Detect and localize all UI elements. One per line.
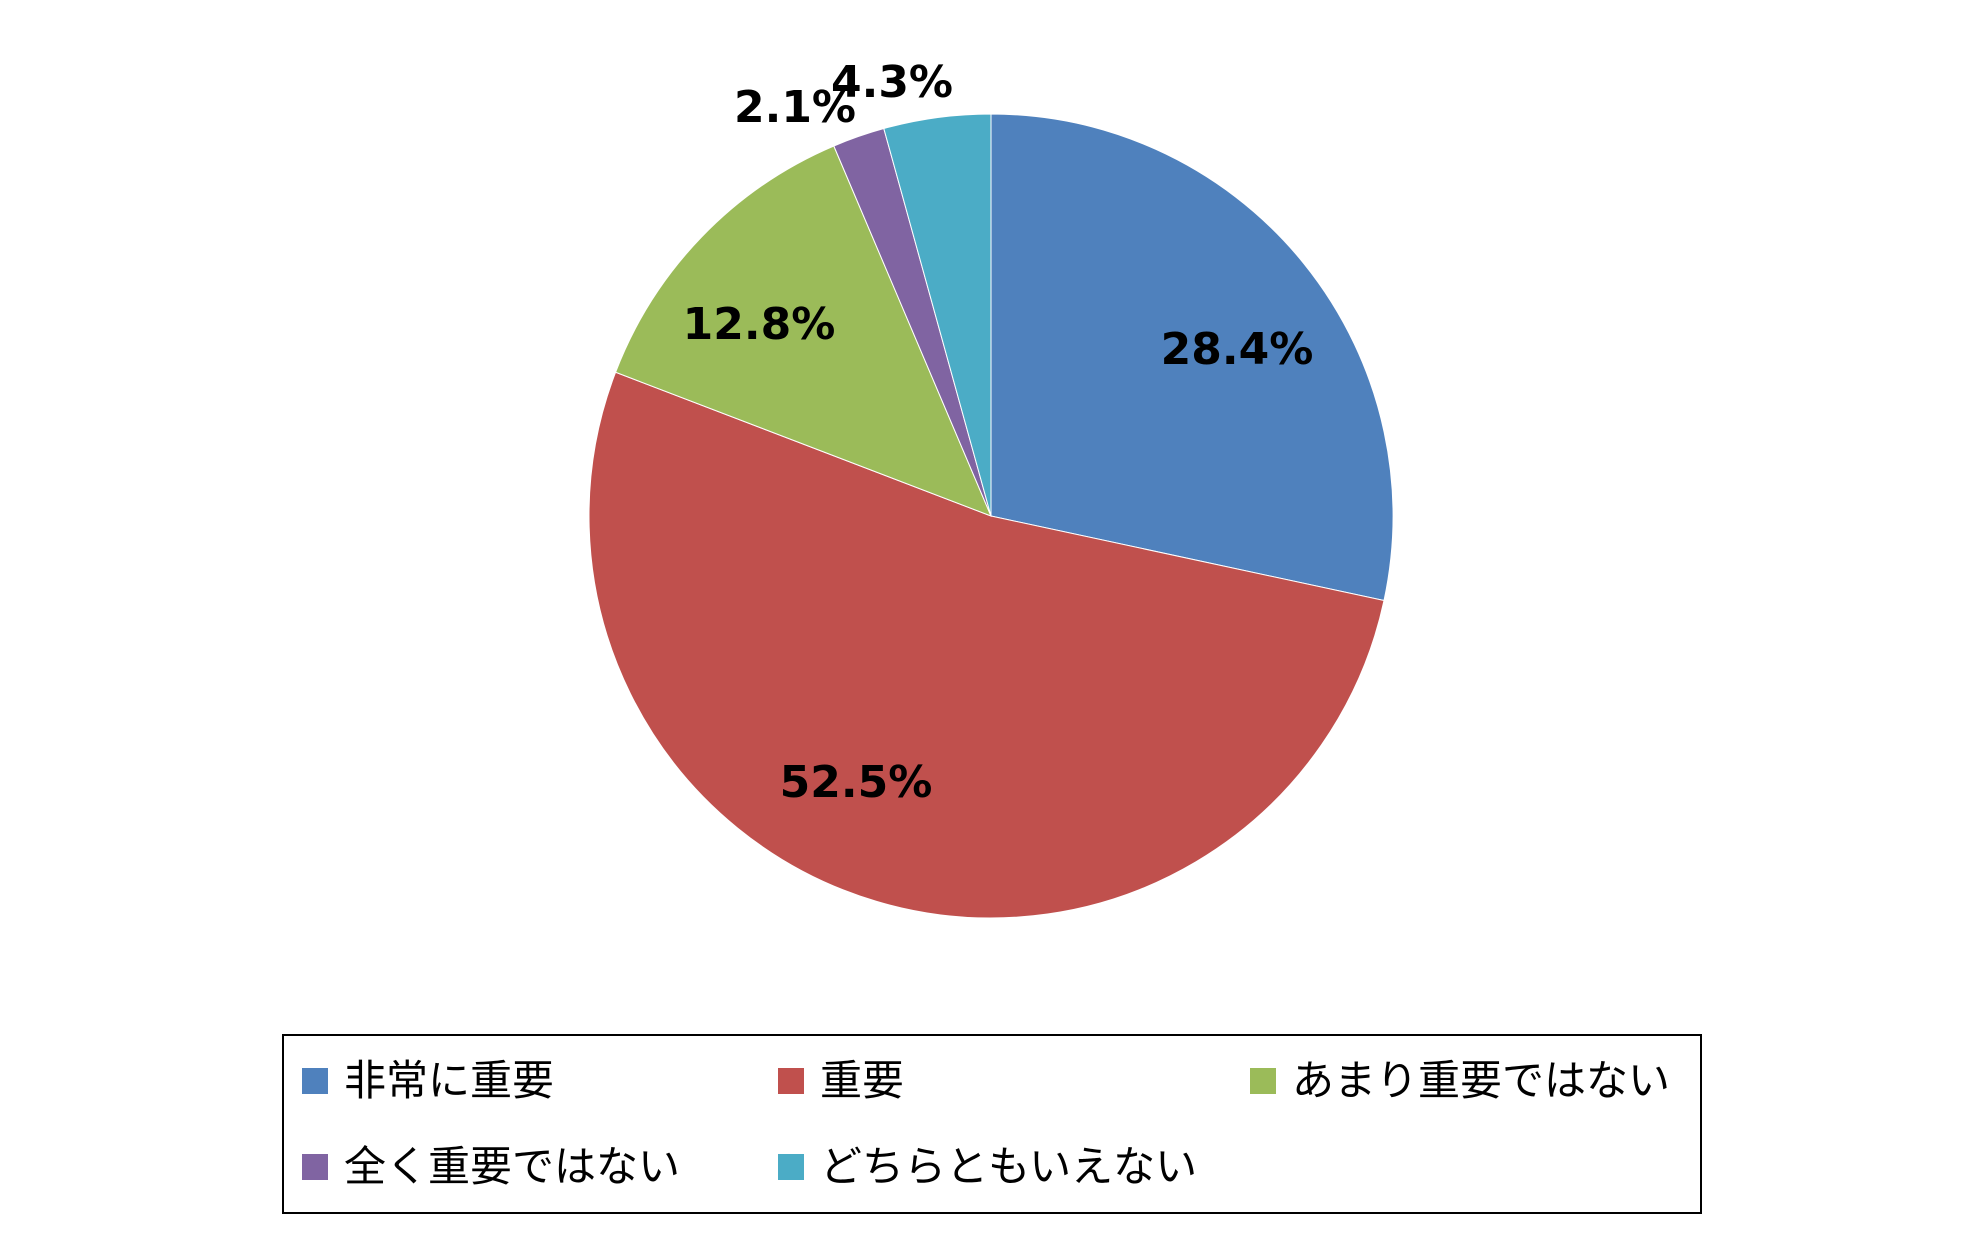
legend-item-neither: どちらともいえない (778, 1142, 1197, 1192)
legend-label-very-important: 非常に重要 (344, 1056, 555, 1105)
legend-label-not-very-important: あまり重要ではない (1292, 1056, 1671, 1105)
pie-data-labels: 28.4% 52.5% 12.8% 2.1%4.3% (683, 57, 1314, 808)
legend-label-not-important-at-all: 全く重要ではない (344, 1142, 681, 1191)
legend: 非常に重要 重要 あまり重要ではない 全く重要ではない どちらともいえない (282, 1034, 1702, 1214)
pie-slice-important (588, 371, 1385, 919)
legend-item-very-important: 非常に重要 (302, 1056, 554, 1106)
pie-slice-not-very-important (614, 145, 992, 517)
data-label-very-important: 28.4% (1161, 324, 1314, 375)
legend-swatch-important (778, 1068, 804, 1094)
legend-item-not-very-important: あまり重要ではない (1250, 1056, 1670, 1106)
legend-swatch-not-important-at-all (302, 1154, 328, 1180)
pie-slice-neither (883, 113, 992, 517)
legend-swatch-neither (778, 1154, 804, 1180)
legend-item-important: 重要 (778, 1056, 904, 1106)
legend-label-important: 重要 (820, 1056, 905, 1105)
data-label-important: 52.5% (780, 757, 933, 808)
legend-swatch-not-very-important (1250, 1068, 1276, 1094)
pie-slices (588, 113, 1394, 919)
pie-slice-very-important (990, 113, 1394, 602)
data-label-not-very-important: 12.8% (683, 299, 836, 350)
legend-swatch-very-important (302, 1068, 328, 1094)
legend-item-not-important-at-all: 全く重要ではない (302, 1142, 680, 1192)
data-label-not-important-at-all: 2.1% (734, 82, 856, 133)
legend-label-neither: どちらともいえない (820, 1142, 1198, 1191)
data-label-neither: 4.3% (831, 57, 953, 108)
